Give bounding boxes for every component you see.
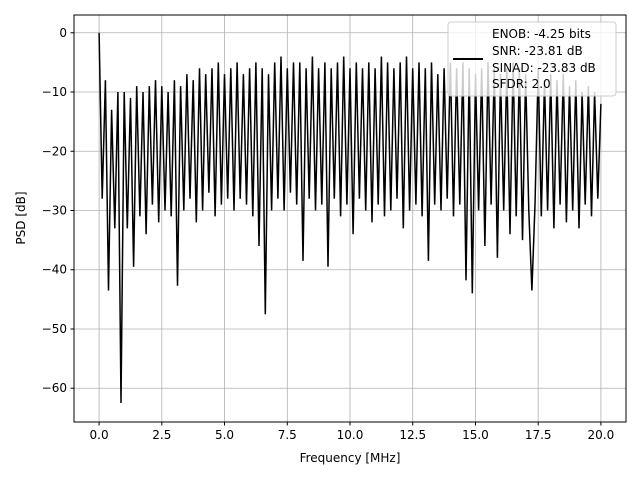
legend-snr: SNR: -23.81 dB (492, 44, 583, 58)
y-tick-label: −30 (42, 204, 67, 218)
y-tick-label: −10 (42, 85, 67, 99)
legend-box (447, 21, 617, 97)
x-axis-label: Frequency [MHz] (300, 451, 401, 465)
x-tick-label: 15.0 (462, 428, 489, 442)
x-tick-label: 0.0 (90, 428, 109, 442)
legend: ENOB: -4.25 bits SNR: -23.81 dB SINAD: -… (447, 21, 617, 97)
x-axis-ticks: 0.0 2.5 5.0 7.5 10.0 12.5 15.0 17.5 20.0 (90, 422, 615, 442)
legend-sinad: SINAD: -23.83 dB (492, 61, 596, 75)
y-tick-label: −50 (42, 322, 67, 336)
x-tick-label: 12.5 (399, 428, 426, 442)
y-tick-label: 0 (59, 26, 67, 40)
y-tick-label: −20 (42, 144, 67, 158)
y-axis-ticks: 0 −10 −20 −30 −40 −50 −60 (42, 26, 74, 395)
legend-sfdr: SFDR: 2.0 (492, 77, 551, 91)
y-tick-label: −60 (42, 381, 67, 395)
x-tick-label: 5.0 (215, 428, 234, 442)
x-tick-label: 20.0 (588, 428, 615, 442)
x-tick-label: 17.5 (525, 428, 552, 442)
y-axis-label: PSD [dB] (14, 191, 28, 244)
x-tick-label: 10.0 (337, 428, 364, 442)
psd-trace (98, 32, 602, 404)
x-tick-label: 2.5 (152, 428, 171, 442)
y-tick-label: −40 (42, 263, 67, 277)
legend-enob: ENOB: -4.25 bits (492, 27, 591, 41)
x-tick-label: 7.5 (278, 428, 297, 442)
